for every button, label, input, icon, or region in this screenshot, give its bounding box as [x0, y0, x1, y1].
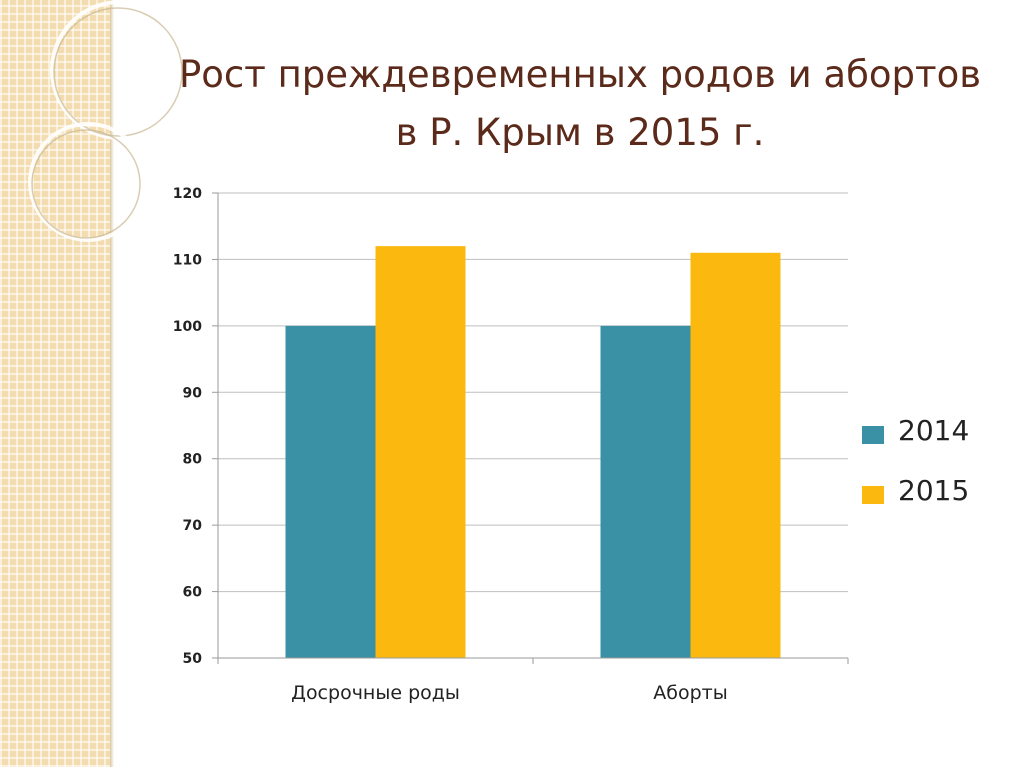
decorative-rings [28, 0, 190, 242]
legend-swatch [862, 426, 884, 444]
legend-label: 2015 [898, 474, 970, 507]
bar-2014-2 [600, 325, 691, 658]
y-tick-label: 100 [173, 319, 202, 335]
legend-label: 2014 [898, 414, 970, 447]
y-tick-label: 110 [173, 252, 202, 268]
y-tick-label: 60 [183, 585, 203, 601]
decorative-side-strip [0, 0, 110, 767]
y-tick-label: 80 [183, 452, 203, 468]
slide-title-line-1: Рост преждевременных родов и абортов [178, 53, 982, 96]
y-tick-label: 70 [183, 518, 203, 534]
side-strip-edge [110, 0, 114, 767]
bar-2015-1 [375, 246, 466, 658]
bar-2014-1 [285, 325, 376, 658]
slide-title: Рост преждевременных родов и абортов в Р… [140, 46, 1020, 162]
bar-2015-2 [690, 252, 781, 659]
legend-swatch [862, 486, 884, 504]
y-tick-label: 90 [183, 385, 203, 401]
y-tick-label: 50 [183, 651, 203, 667]
x-category-label: Досрочные роды [291, 682, 460, 704]
y-tick-label: 120 [173, 186, 202, 202]
slide-title-line-2: в Р. Крым в 2015 г. [395, 111, 765, 154]
x-category-label: Аборты [653, 682, 727, 704]
